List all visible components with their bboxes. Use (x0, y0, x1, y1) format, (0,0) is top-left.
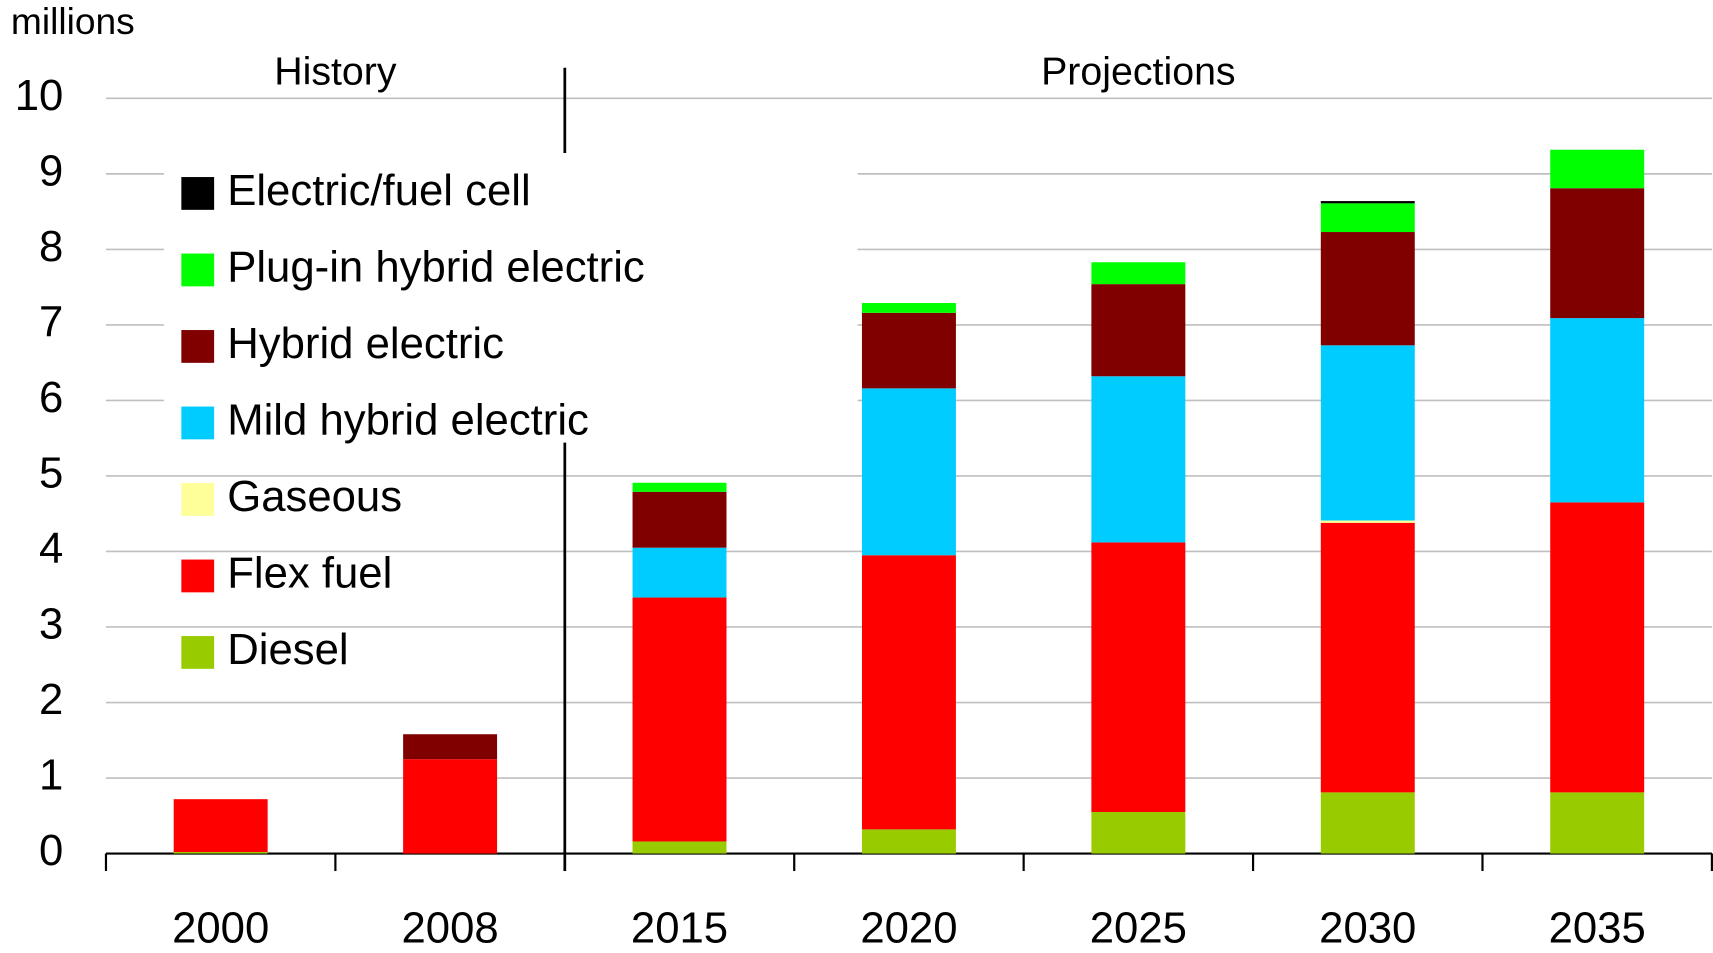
x-tick-label: 2015 (631, 904, 728, 953)
bar-segment (1550, 318, 1645, 503)
legend-background (163, 153, 858, 443)
legend-swatch (181, 330, 215, 363)
bar-segment (632, 482, 727, 492)
legend-label: Plug-in hybrid electric (227, 242, 645, 291)
bar-segment (861, 829, 956, 854)
bar-segment (1091, 376, 1186, 543)
legend-label: Diesel (227, 625, 348, 674)
bar-segment (1320, 520, 1415, 523)
x-tick-label: 2030 (1319, 904, 1416, 953)
bar-segment (632, 547, 727, 598)
bar-segment (632, 597, 727, 842)
y-tick-label: 2 (39, 675, 63, 724)
bar-segment (1091, 812, 1186, 854)
bar-segment (1320, 522, 1415, 793)
annotation: History (274, 50, 397, 94)
y-tick-label: 3 (39, 600, 63, 649)
bar-segment (1320, 232, 1415, 346)
bar-segment (632, 841, 727, 854)
x-tick-label: 2008 (402, 904, 499, 953)
x-tick-label: 2025 (1090, 904, 1187, 953)
bar-segment (1320, 203, 1415, 233)
y-tick-label: 10 (15, 71, 64, 120)
y-tick-label: 0 (39, 826, 63, 875)
bar-segment (173, 852, 268, 854)
legend-label: Electric/fuel cell (227, 166, 530, 215)
bar-segment (403, 759, 498, 854)
bar-segment (1550, 149, 1645, 189)
bar-segment (1550, 502, 1645, 793)
x-tick-label: 2020 (860, 904, 957, 953)
legend-swatch (181, 483, 215, 516)
legend-label: Hybrid electric (227, 319, 504, 368)
legend-label: Mild hybrid electric (227, 395, 589, 444)
annotation: Projections (1041, 50, 1236, 94)
y-tick-label: 5 (39, 448, 63, 497)
bar-segment (1091, 262, 1186, 285)
bar-segment (861, 388, 956, 556)
legend-swatch (181, 559, 215, 593)
y-tick-label: 8 (39, 222, 63, 271)
bar-segment (1320, 792, 1415, 854)
bar-segment (861, 303, 956, 313)
bar-segment (1550, 188, 1645, 319)
bar-segment (1091, 542, 1186, 813)
bar-segment (403, 734, 498, 760)
bar-segment (1091, 284, 1186, 377)
bar-segment (1320, 345, 1415, 521)
y-tick-label: 4 (39, 524, 63, 573)
bar-segment (861, 312, 956, 389)
legend-swatch (181, 177, 215, 210)
legend-swatch (181, 636, 215, 669)
y-tick-label: 7 (39, 297, 63, 346)
y-tick-label: 6 (39, 373, 63, 422)
legend-swatch (181, 406, 215, 440)
legend-label: Flex fuel (227, 548, 392, 597)
y-tick-label: 9 (39, 146, 63, 195)
bar-segment (1320, 201, 1415, 204)
y-tick-label: 1 (39, 751, 63, 800)
legend-swatch (181, 253, 215, 287)
x-tick-label: 2035 (1549, 904, 1646, 953)
legend-label: Gaseous (227, 472, 402, 521)
bar-segment (1550, 792, 1645, 854)
bar-segment (861, 555, 956, 830)
bar-segment (173, 799, 268, 853)
bar-segment (632, 491, 727, 548)
x-tick-label: 2000 (172, 904, 269, 953)
y-axis-label: millions (11, 0, 135, 42)
